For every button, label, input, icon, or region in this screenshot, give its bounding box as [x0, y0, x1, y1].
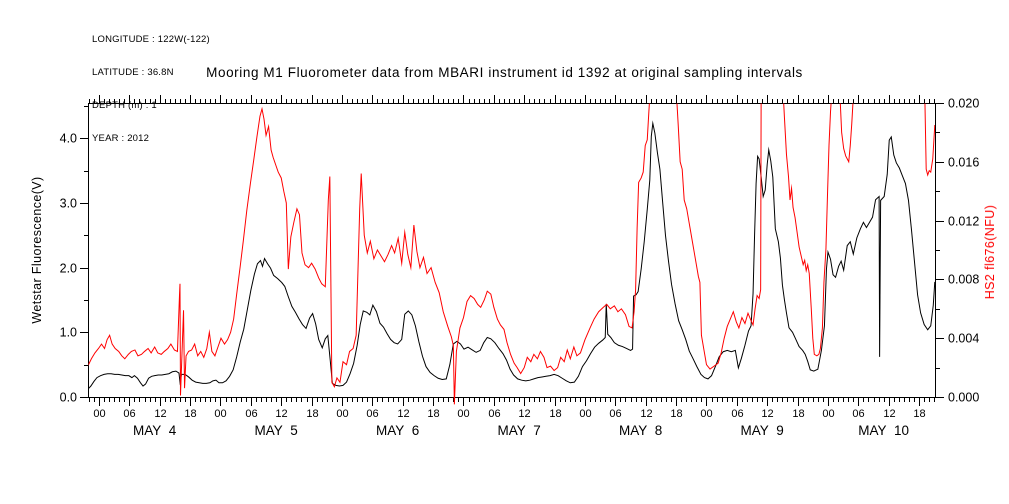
- info-line-year: YEAR : 2012: [92, 133, 150, 144]
- info-line-latitude: LATITUDE : 36.8N: [92, 67, 174, 78]
- y-axis-title-left: Wetstar Fluorescence(V): [30, 176, 44, 324]
- chart-title: Mooring M1 Fluorometer data from MBARI i…: [206, 65, 803, 80]
- y-axis-title-right: HS2 fl676(NFU): [983, 204, 997, 300]
- info-line-depth: DEPTH (m) : 1: [92, 100, 157, 111]
- info-line-longitude: LONGITUDE : 122W(-122): [92, 34, 210, 45]
- metadata-block: LONGITUDE : 122W(-122) LATITUDE : 36.8N …: [92, 12, 210, 166]
